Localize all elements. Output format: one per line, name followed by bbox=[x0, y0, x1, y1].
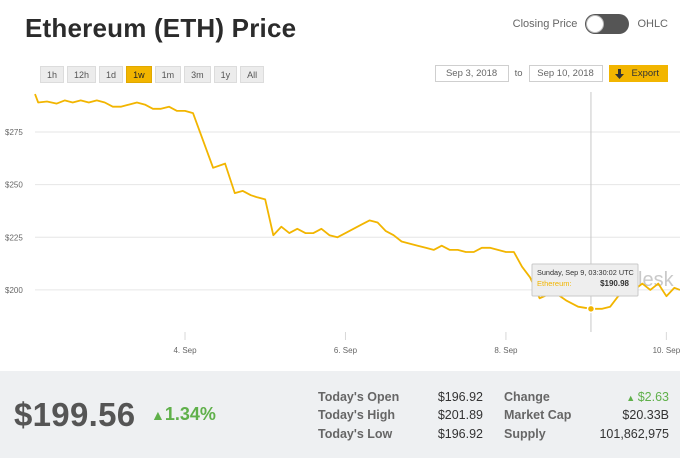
up-arrow-icon: ▲ bbox=[626, 393, 638, 403]
x-tick-label: 10. Sep bbox=[653, 346, 680, 355]
today-open-label: Today's Open bbox=[318, 390, 400, 404]
today-high-label: Today's High bbox=[318, 408, 396, 422]
price-mode-toggle[interactable] bbox=[585, 14, 630, 34]
range-button-3m[interactable]: 3m bbox=[184, 66, 211, 83]
tooltip-value: $190.98 bbox=[600, 279, 629, 288]
page-title: Ethereum (ETH) Price bbox=[25, 13, 297, 43]
today-open-value: $196.92 bbox=[437, 390, 483, 404]
date-to-label: to bbox=[514, 68, 523, 79]
hover-marker bbox=[586, 304, 596, 314]
watermark-text: lesk bbox=[638, 269, 675, 291]
y-tick-label: $200 bbox=[5, 286, 23, 295]
export-button[interactable]: Export bbox=[608, 65, 668, 82]
x-tick-label: 8. Sep bbox=[494, 346, 518, 355]
toggle-knob bbox=[586, 15, 605, 33]
price-change-percent: ▲1.34% bbox=[151, 404, 216, 424]
date-from-input[interactable]: Sep 3, 2018 bbox=[434, 65, 509, 82]
tooltip-series: Ethereum: bbox=[537, 279, 572, 288]
price-mode-switch: Closing Price OHLC bbox=[513, 14, 668, 34]
today-low-label: Today's Low bbox=[318, 427, 393, 441]
date-to-input[interactable]: Sep 10, 2018 bbox=[528, 65, 603, 82]
up-arrow-icon: ▲ bbox=[151, 407, 165, 423]
range-button-all[interactable]: All bbox=[240, 66, 265, 83]
supply-value: 101,862,975 bbox=[599, 427, 669, 441]
change-value: ▲ $2.63 bbox=[626, 390, 669, 404]
range-selector: 1h 12h 1d 1w 1m 3m 1y All bbox=[40, 66, 265, 83]
today-low-value: $196.92 bbox=[437, 427, 483, 441]
market-cap-label: Market Cap bbox=[504, 408, 572, 422]
x-tick-label: 4. Sep bbox=[173, 346, 197, 355]
range-button-1m[interactable]: 1m bbox=[154, 66, 182, 83]
range-button-1y[interactable]: 1y bbox=[213, 66, 238, 83]
change-label: Change bbox=[504, 390, 550, 404]
y-tick-label: $250 bbox=[5, 181, 23, 190]
current-price: $199.56 bbox=[14, 396, 136, 433]
y-tick-label: $225 bbox=[5, 233, 23, 242]
y-tick-label: $275 bbox=[5, 128, 23, 137]
price-chart[interactable]: $200 $225 $250 $275 4. Sep 6. Sep 8. Sep 10. Se… bbox=[0, 88, 680, 368]
stats-panel: $199.56 ▲1.34% Today's Open $196.92 Toda… bbox=[0, 371, 680, 458]
chart-tooltip: Sunday, Sep 9, 03:30:02 UTC Ethereum: $1… bbox=[531, 263, 639, 297]
closing-price-label: Closing Price bbox=[512, 18, 578, 30]
today-high-value: $201.89 bbox=[437, 408, 483, 422]
export-label: Export bbox=[631, 68, 659, 79]
date-range-control: Sep 3, 2018 to Sep 10, 2018 Export bbox=[434, 65, 668, 82]
range-button-1h[interactable]: 1h bbox=[40, 66, 65, 83]
tooltip-datetime: Sunday, Sep 9, 03:30:02 UTC bbox=[537, 268, 634, 277]
download-arrow-icon bbox=[614, 68, 624, 79]
x-tick-label: 6. Sep bbox=[334, 346, 358, 355]
supply-label: Supply bbox=[504, 427, 546, 441]
ohlc-label: OHLC bbox=[637, 18, 668, 30]
range-button-1d[interactable]: 1d bbox=[99, 66, 124, 83]
price-line bbox=[34, 93, 680, 310]
range-button-1w[interactable]: 1w bbox=[126, 66, 152, 83]
market-cap-value: $20.33B bbox=[622, 408, 669, 422]
range-button-12h[interactable]: 12h bbox=[67, 66, 97, 83]
